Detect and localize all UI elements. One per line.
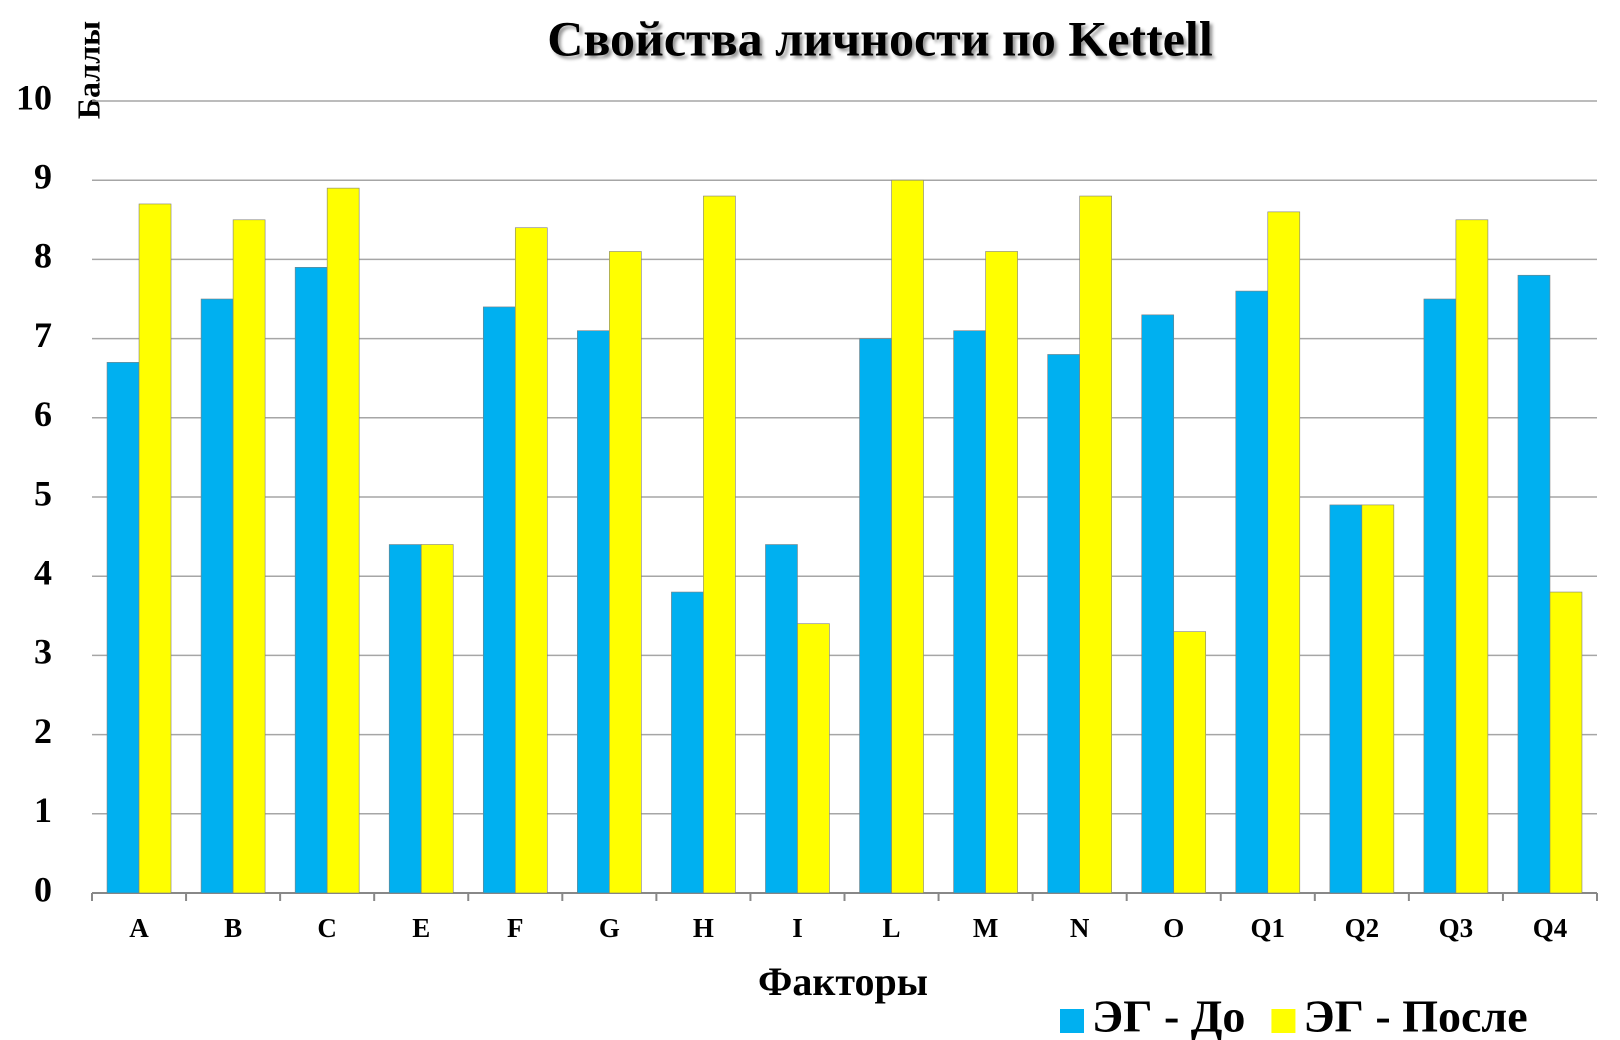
y-tick-label: 0: [34, 869, 52, 909]
y-tick-label: 1: [34, 790, 52, 830]
bar: [609, 251, 642, 894]
x-tick-label: F: [507, 913, 524, 943]
bar: [420, 544, 454, 894]
bar: [765, 544, 798, 894]
bar: [985, 251, 1018, 894]
bar: [388, 544, 422, 894]
bar: [294, 267, 328, 894]
bar: [482, 306, 516, 894]
x-tick-label: O: [1163, 913, 1184, 943]
bar: [797, 623, 830, 894]
bar: [138, 203, 172, 894]
bar: [671, 591, 704, 894]
bar: [1235, 290, 1269, 894]
bar: [1047, 354, 1080, 894]
bar: [891, 179, 924, 894]
bar: [106, 362, 140, 894]
x-tick-label: H: [693, 913, 714, 943]
x-tick-label: L: [883, 913, 901, 943]
bar: [1549, 591, 1583, 894]
bar: [1329, 504, 1363, 894]
legend-swatch: [1271, 1009, 1296, 1033]
x-tick-label: I: [792, 913, 803, 943]
y-tick-label: 6: [34, 394, 52, 434]
bar: [1423, 298, 1457, 894]
legend-label: ЭГ - До: [1092, 991, 1245, 1040]
x-tick-label: B: [224, 913, 242, 943]
y-tick-label: 3: [34, 632, 52, 672]
y-tick-label: 5: [34, 473, 52, 513]
bar: [1173, 631, 1207, 894]
bar: [1517, 274, 1551, 894]
bar: [326, 187, 360, 894]
x-axis-label: Факторы: [758, 959, 928, 1004]
chart-title: Свойства личности по Kettell: [547, 10, 1213, 66]
bar: [200, 298, 234, 894]
y-tick-label: 10: [16, 77, 52, 117]
y-tick-label: 7: [34, 315, 52, 355]
y-tick-label: 8: [34, 236, 52, 276]
legend-label: ЭГ - После: [1303, 991, 1527, 1040]
x-tick-label: C: [317, 913, 337, 943]
bar: [1455, 219, 1489, 894]
bar: [1361, 504, 1395, 894]
bar: [1267, 211, 1301, 894]
x-tick-label: Q2: [1345, 913, 1380, 943]
y-tick-label: 2: [34, 711, 52, 751]
legend-swatch: [1060, 1009, 1084, 1033]
y-axis-label: Баллы: [70, 21, 106, 119]
x-tick-label: A: [129, 913, 149, 943]
x-tick-label: Q1: [1251, 913, 1286, 943]
bar: [703, 195, 736, 894]
x-tick-label: E: [412, 913, 430, 943]
bar: [1141, 314, 1175, 894]
x-tick-label: G: [599, 913, 620, 943]
bar: [514, 227, 548, 894]
bar: [1079, 195, 1112, 894]
x-tick-label: M: [973, 913, 998, 943]
bar: [859, 338, 892, 894]
x-tick-label: N: [1070, 913, 1090, 943]
bar: [232, 219, 266, 894]
y-tick-label: 4: [34, 552, 52, 592]
y-tick-label: 9: [34, 156, 52, 196]
x-tick-label: Q3: [1439, 913, 1474, 943]
x-tick-label: Q4: [1533, 913, 1568, 943]
bar: [577, 330, 610, 894]
bar: [953, 330, 986, 894]
